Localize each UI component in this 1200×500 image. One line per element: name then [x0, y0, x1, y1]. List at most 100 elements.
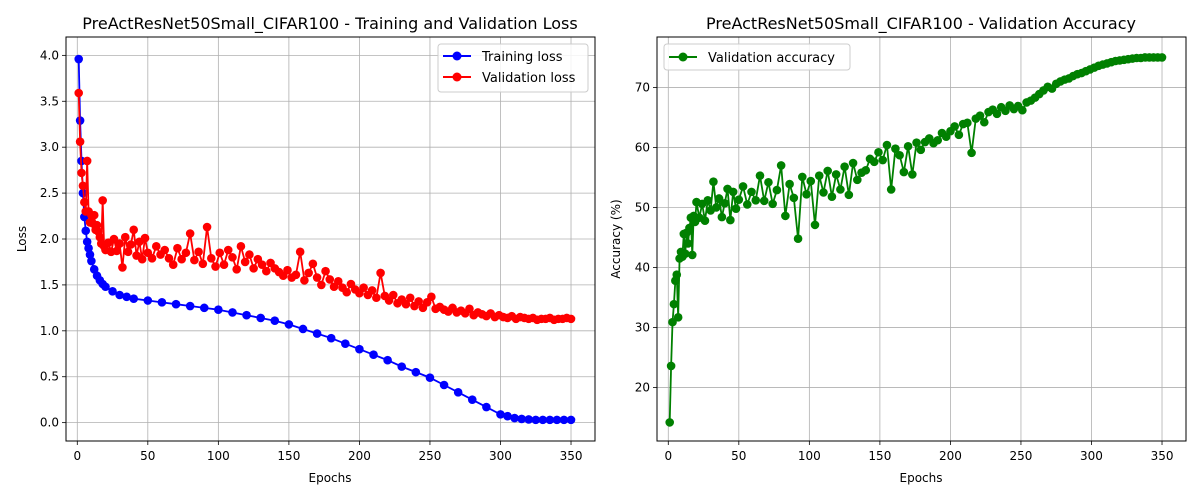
training-loss-point: [510, 413, 519, 423]
accuracy-y-tick-label: 20: [635, 381, 650, 395]
validation-loss-point: [401, 299, 411, 309]
validation-loss-point: [427, 292, 436, 302]
training-loss-point: [341, 339, 350, 348]
accuracy-x-tick-label: 50: [731, 449, 746, 463]
validation-accuracy-point: [916, 145, 926, 155]
loss-x-tick-label: 150: [277, 449, 300, 463]
validation-accuracy-point: [840, 162, 849, 171]
validation-accuracy-point: [844, 190, 854, 200]
validation-loss-point: [126, 240, 136, 249]
validation-loss-point: [240, 257, 250, 267]
training-loss-point: [326, 333, 336, 343]
accuracy-x-tick-label: 0: [664, 449, 672, 463]
validation-accuracy-point: [848, 158, 858, 168]
validation-accuracy-point: [720, 198, 730, 208]
loss-x-tick-label: 0: [73, 449, 81, 463]
training-loss-point: [185, 301, 195, 311]
training-loss-point: [559, 415, 569, 425]
validation-loss-point: [207, 253, 216, 263]
validation-accuracy-point: [751, 195, 761, 205]
validation-loss-point: [304, 268, 313, 278]
training-loss-point: [566, 415, 576, 425]
loss-x-tick-label: 300: [489, 449, 512, 463]
accuracy-x-tick-label: 350: [1151, 449, 1174, 463]
validation-loss-point: [219, 260, 229, 270]
validation-accuracy-point: [861, 165, 871, 175]
training-loss-point: [115, 290, 124, 300]
validation-loss-point: [232, 265, 241, 274]
validation-loss-point: [190, 255, 199, 265]
validation-accuracy-point: [979, 117, 989, 127]
validation-accuracy-point: [895, 150, 904, 160]
validation-accuracy-point: [869, 157, 879, 167]
training-loss-point: [157, 298, 167, 307]
validation-accuracy-point: [853, 175, 862, 185]
accuracy-x-tick-label: 200: [939, 449, 962, 463]
validation-accuracy-point: [672, 270, 682, 280]
legend-training-loss-label: Training loss: [481, 50, 563, 65]
validation-accuracy-point: [819, 188, 828, 197]
validation-accuracy-point: [963, 118, 972, 128]
validation-accuracy-point: [700, 216, 710, 225]
validation-loss-point: [333, 276, 343, 286]
validation-accuracy-point: [728, 187, 738, 197]
validation-accuracy-point: [950, 122, 959, 131]
validation-loss-point: [215, 248, 225, 258]
validation-loss-point: [89, 210, 99, 220]
loss-y-tick-label: 1.5: [40, 278, 59, 292]
validation-loss-point: [308, 259, 318, 269]
validation-accuracy-point: [967, 148, 976, 158]
validation-loss-point: [123, 247, 133, 257]
accuracy-y-tick-label: 60: [635, 140, 650, 154]
validation-accuracy-point: [1018, 105, 1027, 115]
legend-training-loss-marker: [452, 51, 462, 61]
loss-y-tick-label: 3.5: [40, 94, 59, 108]
validation-accuracy-point: [738, 182, 748, 191]
training-loss-point: [129, 294, 139, 303]
training-loss-point: [545, 415, 555, 425]
validation-loss-point: [80, 197, 89, 207]
validation-accuracy-point: [666, 361, 676, 371]
validation-loss-point: [129, 225, 139, 235]
validation-accuracy-point: [899, 167, 909, 177]
validation-loss-point: [177, 254, 186, 264]
training-loss-point: [496, 410, 505, 419]
validation-loss-point: [249, 264, 258, 273]
validation-accuracy-point: [891, 144, 900, 153]
validation-accuracy-point: [734, 195, 744, 204]
validation-accuracy-point: [711, 203, 721, 212]
training-loss-point: [439, 380, 449, 390]
training-loss-point: [143, 296, 153, 305]
validation-accuracy-point: [668, 317, 677, 327]
loss-y-axis-label: Loss: [15, 226, 29, 252]
validation-loss-point: [321, 266, 330, 276]
loss-x-tick-label: 350: [560, 449, 583, 463]
validation-loss-point: [115, 239, 124, 248]
validation-accuracy-point: [933, 135, 943, 145]
validation-accuracy-point: [709, 177, 718, 186]
validation-loss-point: [262, 266, 271, 276]
validation-accuracy-point: [764, 177, 773, 187]
training-loss-point: [482, 402, 491, 412]
validation-loss-point: [77, 168, 86, 178]
legend-validation-loss-label: Validation loss: [482, 71, 576, 86]
validation-accuracy-point: [886, 185, 896, 194]
training-loss-point: [81, 226, 91, 236]
validation-loss-point: [223, 245, 233, 255]
validation-loss-point: [75, 137, 85, 146]
validation-loss-point: [312, 273, 322, 282]
validation-loss-point: [140, 233, 150, 243]
validation-loss-point: [164, 253, 174, 263]
validation-accuracy-point: [685, 223, 694, 233]
validation-accuracy-point: [776, 161, 786, 170]
training-loss-point: [85, 250, 95, 259]
loss-x-tick-label: 250: [418, 449, 441, 463]
validation-accuracy-point: [874, 147, 883, 157]
training-loss-point: [517, 414, 526, 424]
validation-accuracy-point: [912, 138, 921, 147]
validation-loss-point: [82, 156, 92, 166]
training-loss-point: [84, 243, 93, 253]
validation-loss-point: [257, 260, 267, 270]
accuracy-y-axis-label: Accuracy (%): [609, 199, 623, 278]
